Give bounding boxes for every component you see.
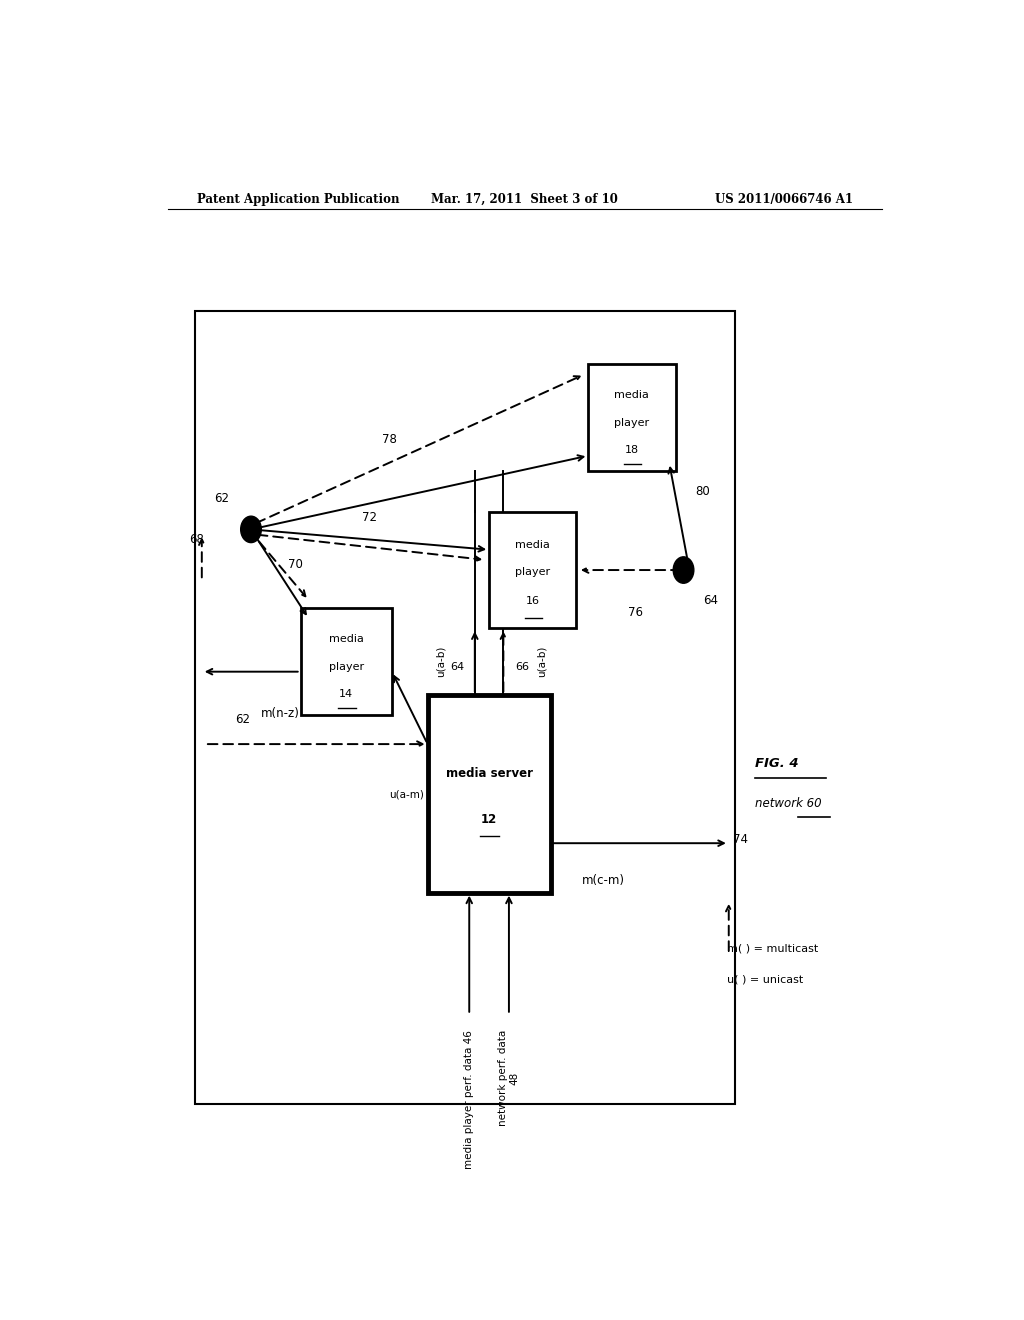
Text: 74: 74: [733, 833, 748, 846]
Text: 78: 78: [382, 433, 397, 446]
Text: Patent Application Publication: Patent Application Publication: [197, 193, 399, 206]
Text: player: player: [329, 661, 364, 672]
Text: media player perf. data 46: media player perf. data 46: [464, 1030, 474, 1168]
Text: m(c-m): m(c-m): [583, 874, 626, 887]
Text: network perf. data
48: network perf. data 48: [498, 1030, 520, 1126]
Text: 62: 62: [214, 492, 228, 506]
Text: media server: media server: [445, 767, 532, 780]
Text: m( ) = multicast: m( ) = multicast: [727, 944, 818, 953]
Circle shape: [673, 557, 694, 583]
Bar: [428, 694, 551, 892]
Text: u(a-m): u(a-m): [389, 789, 424, 800]
Text: 62: 62: [236, 713, 251, 726]
Text: 68: 68: [189, 533, 204, 546]
Bar: [301, 609, 392, 715]
Text: player: player: [515, 568, 550, 577]
Text: media: media: [329, 634, 364, 644]
Bar: [588, 364, 676, 471]
Text: 14: 14: [339, 689, 353, 700]
Text: 66: 66: [515, 663, 529, 672]
Text: 64: 64: [703, 594, 719, 607]
Text: u(a-b): u(a-b): [537, 645, 547, 677]
Text: 12: 12: [481, 813, 498, 825]
Text: u( ) = unicast: u( ) = unicast: [727, 974, 804, 985]
Bar: [489, 512, 577, 628]
Bar: [196, 312, 735, 1104]
Text: 64: 64: [451, 663, 465, 672]
Text: m(n-z): m(n-z): [261, 708, 300, 721]
Text: 72: 72: [362, 511, 377, 524]
Text: media: media: [515, 540, 550, 549]
Text: network 60: network 60: [755, 797, 821, 810]
Text: 70: 70: [289, 558, 303, 572]
Text: player: player: [614, 417, 649, 428]
Text: 18: 18: [625, 445, 639, 455]
Text: US 2011/0066746 A1: US 2011/0066746 A1: [715, 193, 853, 206]
Text: Mar. 17, 2011  Sheet 3 of 10: Mar. 17, 2011 Sheet 3 of 10: [431, 193, 618, 206]
Text: 80: 80: [695, 486, 711, 498]
Circle shape: [241, 516, 261, 543]
Text: 76: 76: [628, 606, 643, 619]
Text: 16: 16: [525, 595, 540, 606]
Text: FIG. 4: FIG. 4: [755, 756, 799, 770]
Text: u(a-b): u(a-b): [435, 645, 445, 677]
Text: media: media: [614, 391, 649, 400]
